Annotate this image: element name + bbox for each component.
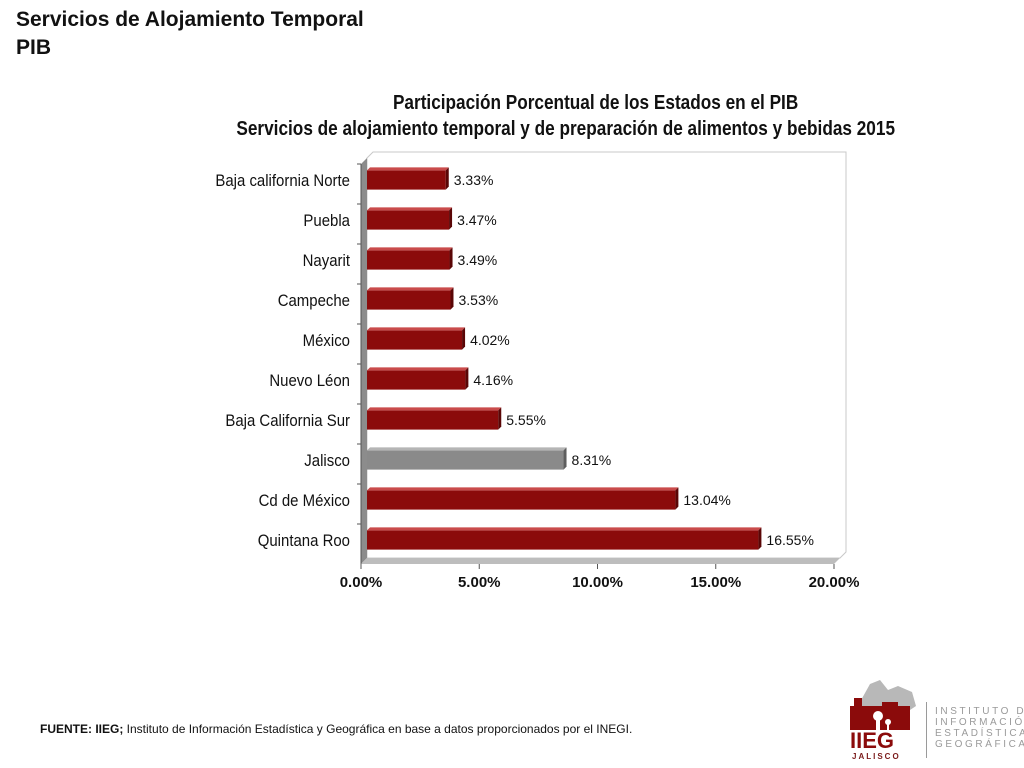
org-line: INFORMACIÓN — [935, 717, 1024, 728]
data-label: 3.49% — [458, 252, 498, 268]
page-title-line2: PIB — [16, 36, 52, 59]
org-line: GEOGRÁFICA — [935, 739, 1024, 750]
chart-title: Participación Porcentual de los Estados … — [392, 92, 799, 114]
logo-subtitle: JALISCO — [852, 752, 901, 761]
data-label: 13.04% — [683, 492, 730, 508]
x-tick-label: 0.00% — [340, 574, 383, 591]
bar — [367, 330, 463, 350]
category-label: Cd de México — [259, 492, 350, 510]
bar — [367, 250, 450, 270]
data-label: 16.55% — [766, 532, 813, 548]
category-label: México — [303, 332, 350, 350]
x-tick-label: 20.00% — [809, 574, 860, 591]
data-label: 3.53% — [458, 292, 498, 308]
y-axis-wall — [361, 158, 367, 564]
org-line: ESTADÍSTICA Y — [935, 728, 1024, 739]
bar-top — [367, 247, 453, 251]
source-label: FUENTE: IIEG; — [40, 722, 124, 736]
category-label: Nayarit — [303, 252, 351, 270]
org-line: INSTITUTO DE — [935, 706, 1024, 717]
org-name: INSTITUTO DE INFORMACIÓN ESTADÍSTICA Y G… — [935, 706, 1024, 750]
source-footer: FUENTE: IIEG; Instituto de Información E… — [40, 722, 632, 736]
source-text: Instituto de Información Estadística y G… — [123, 722, 633, 736]
bar-side — [498, 407, 502, 430]
bar-side — [758, 527, 762, 550]
category-label: Quintana Roo — [258, 532, 350, 550]
bar-side — [563, 447, 567, 470]
bar-top — [367, 487, 679, 491]
x-tick-label: 5.00% — [458, 574, 501, 591]
bar-side — [462, 327, 466, 350]
category-label: Campeche — [278, 292, 350, 310]
bar-side — [675, 487, 679, 510]
bar — [367, 370, 466, 390]
data-label: 5.55% — [506, 412, 546, 428]
x-axis-floor — [361, 558, 840, 564]
category-label: Puebla — [303, 212, 350, 230]
data-label: 8.31% — [572, 452, 612, 468]
bar — [367, 530, 759, 550]
x-tick-label: 10.00% — [572, 574, 623, 591]
bar — [367, 490, 676, 510]
logo-acronym: IIEG — [850, 728, 894, 753]
bar-top — [367, 527, 762, 531]
bar — [367, 410, 499, 430]
bar-top — [367, 367, 469, 371]
bar-side — [449, 207, 453, 230]
x-tick-label: 15.00% — [690, 574, 741, 591]
bar-top — [367, 327, 466, 331]
bar-top — [367, 407, 502, 411]
category-label: Baja california Norte — [215, 172, 350, 190]
bar — [367, 170, 446, 190]
data-label: 4.02% — [470, 332, 510, 348]
data-label: 4.16% — [473, 372, 513, 388]
bar-top — [367, 447, 567, 451]
category-label: Baja California Sur — [225, 412, 350, 430]
bar-top — [367, 207, 453, 211]
chart-subtitle: Servicios de alojamiento temporal y de p… — [236, 118, 896, 140]
bar-chart: Baja california Norte 3.33% Puebla 3.47% Nay… — [215, 151, 860, 591]
bar-side — [449, 247, 453, 270]
data-label: 3.33% — [454, 172, 494, 188]
data-label: 3.47% — [457, 212, 497, 228]
bar — [367, 450, 564, 470]
iieg-logo: IIEG — [850, 680, 927, 758]
bar — [367, 210, 450, 230]
bar — [367, 290, 451, 310]
page-title: Servicios de Alojamiento Temporal PIB — [16, 6, 364, 62]
category-label: Nuevo Léon — [269, 372, 350, 390]
bar-top — [367, 287, 454, 291]
bar-side — [450, 287, 454, 310]
category-label: Jalisco — [304, 452, 350, 470]
bar-top — [367, 167, 449, 171]
bar-side — [445, 167, 449, 190]
page-title-line1: Servicios de Alojamiento Temporal — [16, 8, 364, 31]
bar-side — [465, 367, 469, 390]
